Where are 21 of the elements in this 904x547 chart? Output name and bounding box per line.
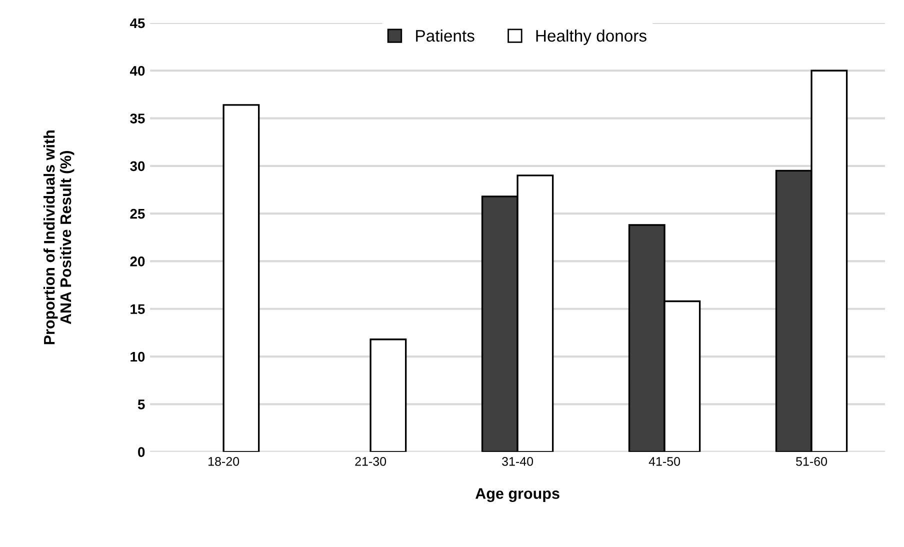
y-tick-label: 40 xyxy=(130,66,145,76)
y-tick-label: 5 xyxy=(138,400,145,410)
y-tick-label: 35 xyxy=(130,114,145,124)
y-tick-label: 10 xyxy=(130,352,145,362)
bar xyxy=(222,104,260,452)
legend-label: Healthy donors xyxy=(536,29,646,46)
bar xyxy=(370,338,407,452)
x-tick-label: 51-60 xyxy=(796,457,828,466)
x-tick-label: 41-50 xyxy=(648,457,680,466)
legend-label: Patients xyxy=(416,29,474,42)
y-tick-label: 20 xyxy=(130,256,145,266)
x-axis-title: Age groups xyxy=(475,488,560,502)
x-tick-label: 21-30 xyxy=(355,457,386,466)
y-tick-label: 15 xyxy=(130,304,145,314)
y-tick-label: 0 xyxy=(138,447,145,457)
x-tick-label: 18-20 xyxy=(208,457,240,466)
y-tick-label: 45 xyxy=(130,18,145,28)
y-axis-title: Proportion of Individuals with ANA Positive Result (%) xyxy=(44,130,74,344)
x-tick-label: 31-40 xyxy=(502,457,534,466)
y-tick-label: 30 xyxy=(130,161,145,172)
y-tick-label: 25 xyxy=(130,208,145,219)
